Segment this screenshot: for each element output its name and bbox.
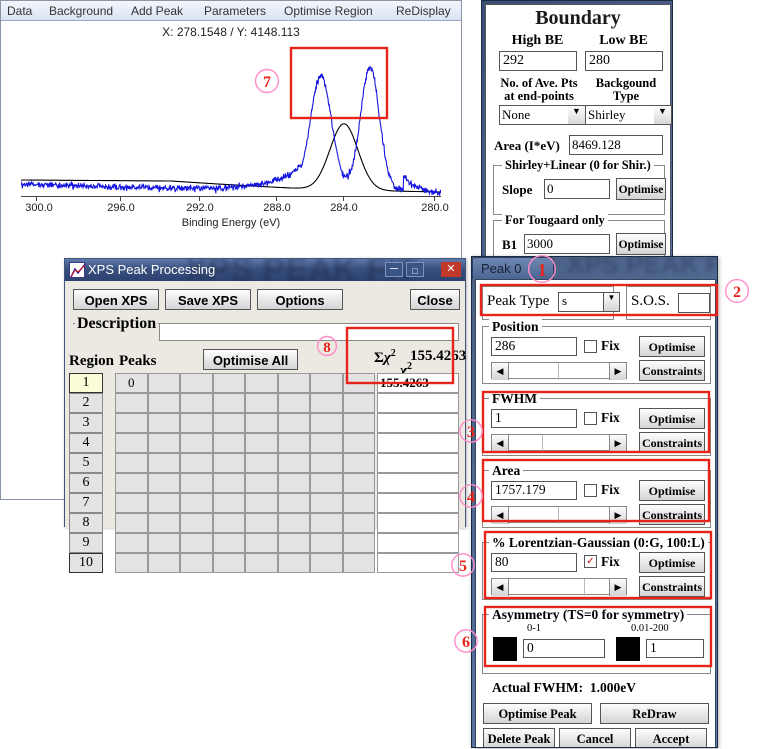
svg-text:2: 2 <box>733 284 741 301</box>
svg-text:6: 6 <box>462 634 470 651</box>
svg-text:5: 5 <box>459 558 467 575</box>
